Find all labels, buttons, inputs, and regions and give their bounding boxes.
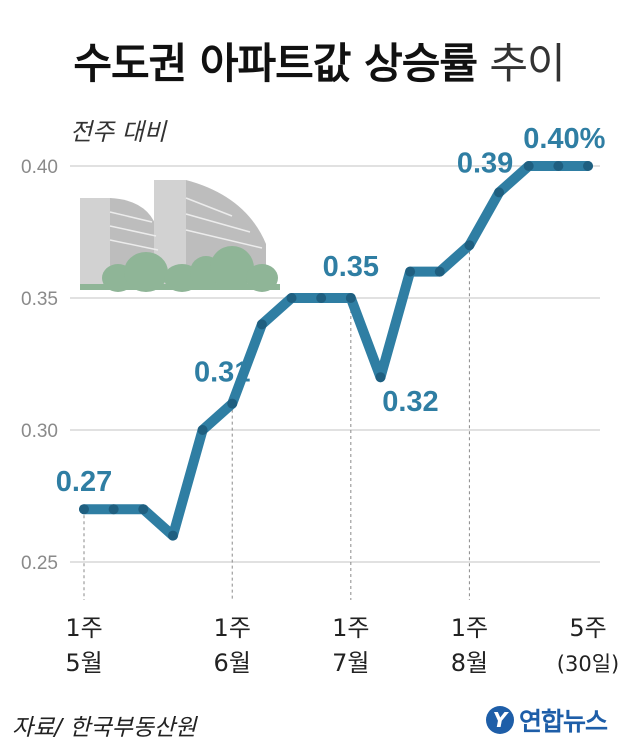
data-label: 0.35 bbox=[323, 251, 379, 283]
x-tick-week-label: 1주 bbox=[65, 614, 102, 642]
y-axis-unit-label: 전주 대비 bbox=[70, 118, 166, 146]
data-point bbox=[434, 266, 445, 277]
x-tick-week-label: 1주 bbox=[451, 614, 488, 642]
data-point bbox=[286, 293, 297, 303]
chart-title-sub: 추이 bbox=[489, 39, 565, 88]
building-floor-lines bbox=[109, 197, 263, 251]
guide-lines bbox=[83, 245, 470, 600]
x-axis: 1주 5월 1주 6월 1주 7월 1주 8월 5주 (30일) bbox=[65, 614, 619, 677]
data-point bbox=[523, 161, 534, 171]
y-tick-label: 0.35 bbox=[21, 289, 58, 310]
data-label: 0.39 bbox=[457, 147, 513, 179]
x-tick-month-label: 6월 bbox=[214, 649, 251, 677]
x-tick-week-label: 5주 bbox=[569, 614, 606, 642]
chart-title: 수도권 아파트값 상승률 추이 bbox=[0, 30, 638, 91]
data-point bbox=[316, 293, 327, 303]
data-label: 0.32 bbox=[382, 386, 438, 418]
data-labels: 0.27 0.31 0.35 0.32 0.39 0.40% bbox=[56, 123, 606, 498]
data-point bbox=[256, 319, 267, 330]
yonhap-logo-icon: Y bbox=[486, 706, 514, 734]
y-tick-label: 0.30 bbox=[21, 421, 58, 442]
series-line-path bbox=[79, 161, 593, 541]
data-points bbox=[79, 161, 593, 541]
x-tick-month-label: 8월 bbox=[451, 649, 488, 677]
apartment-illustration bbox=[80, 180, 280, 292]
series-line bbox=[79, 161, 593, 541]
x-tick-week-label: 1주 bbox=[214, 614, 251, 642]
y-axis: 0.25 0.30 0.35 0.40 bbox=[21, 157, 58, 574]
line-chart: 0.25 0.30 0.35 0.40 0.27 0.31 0.35 0.32 0.39 0.4… bbox=[21, 123, 619, 677]
data-point bbox=[553, 161, 564, 171]
data-point bbox=[138, 504, 149, 515]
x-tick-month-label: (30일) bbox=[557, 652, 619, 676]
data-point bbox=[494, 187, 505, 198]
y-tick-label: 0.25 bbox=[21, 553, 58, 574]
data-point bbox=[79, 504, 89, 515]
yonhap-logo: Y 연합뉴스 bbox=[486, 702, 608, 738]
data-label: 0.27 bbox=[56, 466, 112, 498]
y-tick-label: 0.40 bbox=[21, 157, 58, 178]
data-point bbox=[464, 240, 475, 251]
x-tick-month-label: 7월 bbox=[332, 649, 369, 677]
data-point bbox=[197, 425, 208, 435]
ground bbox=[80, 284, 280, 290]
data-point bbox=[345, 293, 356, 303]
data-point bbox=[227, 398, 238, 409]
source-note: 자료/ 한국부동산원 bbox=[12, 715, 197, 741]
yonhap-logo-text: 연합뉴스 bbox=[519, 707, 608, 736]
x-tick-month-label: 5월 bbox=[65, 649, 102, 677]
x-tick-week-label: 1주 bbox=[332, 614, 369, 642]
chart-title-main: 수도권 아파트값 상승률 bbox=[73, 39, 478, 88]
data-point bbox=[375, 372, 386, 383]
data-label: 0.31 bbox=[194, 357, 250, 389]
data-point bbox=[167, 530, 178, 541]
data-label: 0.40% bbox=[523, 123, 605, 155]
data-point bbox=[583, 161, 593, 171]
data-point bbox=[108, 504, 119, 515]
data-point bbox=[405, 266, 416, 277]
